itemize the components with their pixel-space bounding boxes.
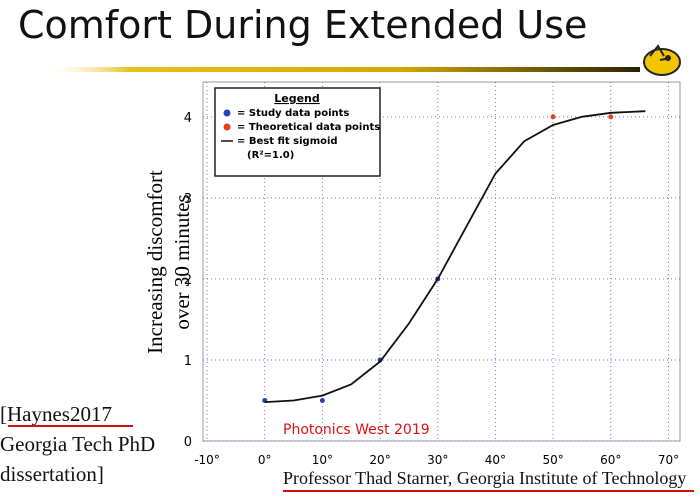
x-tick-label: 60° bbox=[600, 453, 621, 467]
y-tick-label: 2 bbox=[184, 273, 192, 288]
y-tick-label: 0 bbox=[184, 435, 192, 450]
chart: 0 1 2 3 4 -10° 0° 10° 20° 30° 40° 50° 60° 70° Increasi… bbox=[143, 81, 681, 467]
y-tick-label: 3 bbox=[184, 192, 192, 207]
legend-swatch bbox=[223, 123, 231, 131]
legend-swatch bbox=[223, 109, 231, 117]
slide-title: Comfort During Extended Use bbox=[18, 3, 587, 47]
x-tick-label: 70° bbox=[658, 453, 679, 467]
citation-line: dissertation] bbox=[0, 462, 104, 486]
y-axis-label-line: Increasing discomfort bbox=[143, 170, 167, 354]
x-tick-label: 50° bbox=[542, 453, 563, 467]
footer: Professor Thad Starner, Georgia Institut… bbox=[283, 468, 686, 488]
y-tick-label: 1 bbox=[184, 354, 192, 369]
fit-line bbox=[264, 110, 646, 403]
x-tick-label: 30° bbox=[427, 453, 448, 467]
legend-box bbox=[214, 87, 381, 177]
y-axis-label-line: over 30 minutes bbox=[170, 194, 194, 329]
y-tick-label: 4 bbox=[184, 111, 192, 126]
data-point bbox=[550, 114, 556, 120]
legend-label: = Theoretical data points bbox=[237, 122, 380, 133]
y-axis-label: Increasing discomfort over 30 minutes bbox=[143, 170, 194, 354]
x-tick-label: 0° bbox=[258, 453, 272, 467]
x-tick-label: 40° bbox=[485, 453, 506, 467]
title-rule bbox=[40, 67, 640, 72]
x-tick-label: 20° bbox=[369, 453, 390, 467]
legend-title: Legend bbox=[274, 92, 320, 105]
citation-line: [Haynes2017 bbox=[0, 402, 112, 426]
data-point bbox=[319, 397, 325, 403]
legend-note: (R²=1.0) bbox=[247, 150, 294, 161]
legend-label: = Study data points bbox=[237, 108, 349, 119]
data-point bbox=[608, 114, 614, 120]
citation-line: Georgia Tech PhD bbox=[0, 432, 155, 456]
logo bbox=[643, 44, 681, 76]
event-label: Photonics West 2019 bbox=[283, 422, 430, 438]
x-tick-label: -10° bbox=[194, 453, 220, 467]
legend-label: = Best fit sigmoid bbox=[237, 136, 338, 147]
x-tick-label: 10° bbox=[312, 453, 333, 467]
